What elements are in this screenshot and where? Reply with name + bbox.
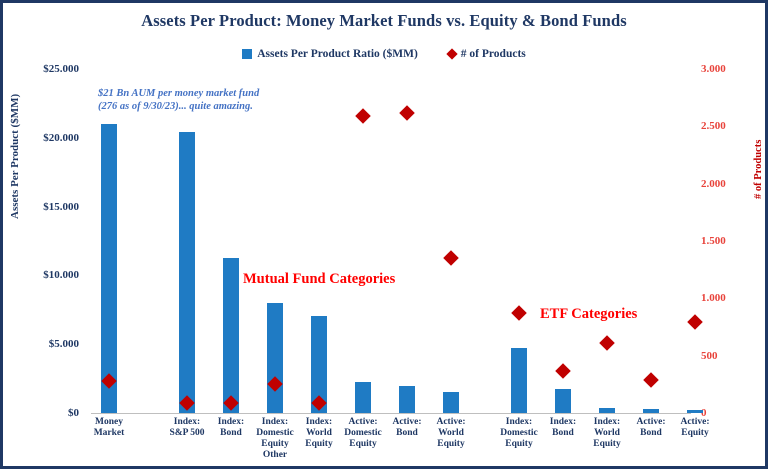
diamond-marker[interactable] <box>511 305 527 322</box>
diamond-marker[interactable] <box>443 250 459 266</box>
bar[interactable] <box>223 257 239 413</box>
bar[interactable] <box>599 407 615 413</box>
bar[interactable] <box>643 408 659 413</box>
diamond-marker[interactable] <box>555 362 571 379</box>
x-axis-label: Index: World Equity <box>305 417 333 449</box>
left-y-axis: Assets Per Product ($MM) $25.000 $20.000 $… <box>3 63 85 419</box>
x-axis-label: Index: S&P 500 <box>169 417 205 438</box>
diamond-marker[interactable] <box>599 335 615 351</box>
right-y-tick: 3.000 <box>701 63 726 75</box>
right-y-axis: # of Products 3.000 2.500 2.000 1.500 1.000 5… <box>695 63 765 419</box>
money-market-callout: $21 Bn AUM per money market fund (276 as… <box>98 88 260 112</box>
x-axis-label: Index: Domestic Equity Other <box>256 417 294 460</box>
bar[interactable] <box>443 392 459 413</box>
bar[interactable] <box>555 388 571 413</box>
x-axis-label: Active: Bond <box>636 417 666 438</box>
bar[interactable] <box>399 386 415 413</box>
bar[interactable] <box>511 347 527 413</box>
bar[interactable] <box>687 409 703 413</box>
diamond-marker[interactable] <box>355 108 371 124</box>
left-y-tick: $0 <box>68 407 79 419</box>
right-y-tick: 1.000 <box>701 292 726 305</box>
x-axis-label: Active: Bond <box>392 417 422 438</box>
bar[interactable] <box>311 316 327 413</box>
chart-title: Assets Per Product: Money Market Funds v… <box>141 11 627 30</box>
left-y-tick: $10.000 <box>43 269 79 282</box>
x-axis-labels: Money Market Index: S&P 500 Index: Bond Index:… <box>91 417 710 466</box>
x-axis-label: Index: Domestic Equity <box>500 417 538 449</box>
x-axis-label: Index: Bond <box>217 417 245 438</box>
x-axis-label: Index: World Equity <box>593 417 621 449</box>
x-axis-label: Index: Bond <box>549 417 577 438</box>
right-y-tick: 2.500 <box>701 120 726 133</box>
diamond-marker-icon <box>446 48 458 60</box>
x-axis-label: Active: Domestic Equity <box>344 417 382 449</box>
left-y-tick: $20.000 <box>43 131 79 144</box>
x-axis-label: Active: Equity <box>680 417 710 438</box>
x-axis-label: Money Market <box>93 417 125 438</box>
right-y-tick: 2.000 <box>701 177 726 190</box>
mutual-fund-group-label: Mutual Fund Categories <box>243 271 396 287</box>
chart-legend: Assets Per Product Ratio ($MM) # of Prod… <box>3 48 765 60</box>
diamond-marker[interactable] <box>399 104 415 121</box>
right-y-axis-title: # of Products <box>753 139 764 199</box>
right-y-tick: 1.500 <box>701 235 726 247</box>
bar[interactable] <box>101 124 117 413</box>
bar-swatch-icon <box>242 49 253 59</box>
left-y-tick: $5.000 <box>48 338 79 351</box>
left-y-axis-title: Assets Per Product ($MM) <box>9 93 21 219</box>
bar[interactable] <box>267 302 283 413</box>
left-y-tick: $15.000 <box>43 200 79 213</box>
x-axis-label: Active: World Equity <box>436 417 466 449</box>
plot-area <box>91 69 703 413</box>
legend-label-assets: Assets Per Product Ratio ($MM) <box>257 48 418 60</box>
right-y-tick: 500 <box>701 349 718 362</box>
left-y-tick: $25.000 <box>43 63 79 75</box>
x-axis-line <box>91 413 691 414</box>
legend-item-assets-per-product[interactable]: Assets Per Product Ratio ($MM) <box>242 48 418 60</box>
bar[interactable] <box>179 132 195 413</box>
diamond-marker[interactable] <box>643 372 659 389</box>
right-y-tick: 0 <box>701 407 707 419</box>
legend-label-products: # of Products <box>460 48 526 60</box>
legend-item-number-of-products[interactable]: # of Products <box>446 48 526 60</box>
etf-group-label: ETF Categories <box>540 306 638 322</box>
bar[interactable] <box>355 382 371 413</box>
